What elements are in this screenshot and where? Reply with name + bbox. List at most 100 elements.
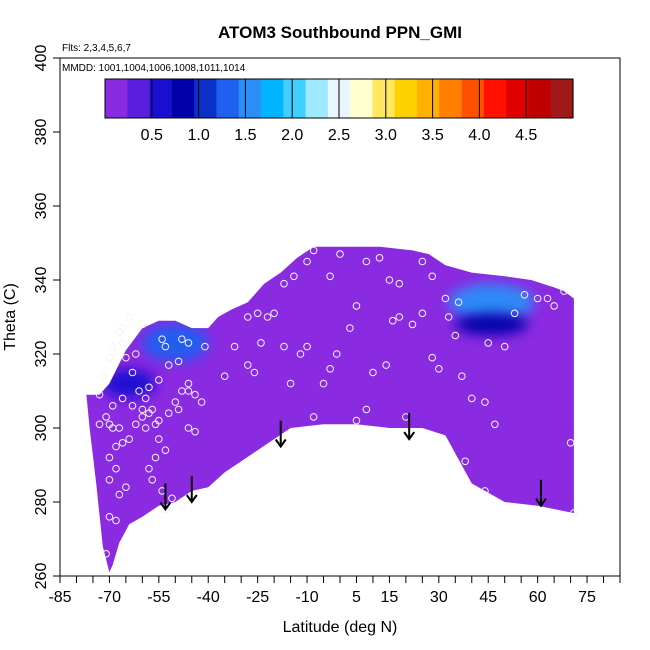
x-tick-label: -10 [295,589,318,606]
colorbar-segment [417,79,440,118]
flight-arrow [535,479,547,508]
contour-field [86,246,574,573]
y-tick-label: 360 [33,193,50,220]
sample-point [191,390,199,399]
y-tick-label: 280 [33,489,50,516]
colorbar-tick-label: 1.0 [187,127,209,144]
sample-point [118,324,127,332]
sample-point [309,413,318,421]
x-tick-label: 15 [381,589,399,606]
sample-point [125,435,133,443]
mmdd-note: MMDD: 1001,1004,1006,1008,1011,1014 [62,63,246,74]
field-anomaly-3 [455,313,528,336]
sample-point [280,342,288,351]
sample-point [168,494,176,503]
sample-point [550,302,558,310]
sample-point [118,339,127,347]
colorbar-segment [216,79,240,118]
sample-point [148,476,157,484]
colorbar-segment [483,79,507,118]
colorbar-segment [305,79,329,118]
sample-point [451,331,460,340]
colorbar-frame [104,78,574,119]
y-tick-label: 380 [33,119,50,146]
sample-point [184,379,193,388]
sample-point [118,439,127,447]
sample-point [382,361,390,369]
sample-point [178,501,186,510]
sample-point [138,405,147,414]
colorbar-segment [461,79,485,118]
sample-point [408,320,417,329]
sample-point [230,342,239,351]
sample-point [352,302,361,310]
sample-point [570,509,578,517]
sample-point [184,339,193,347]
sample-point [122,353,130,362]
sample-point [428,272,437,281]
sample-point [105,453,114,462]
colorbar-segment [127,79,151,118]
sample-point [435,365,443,373]
sample-point [388,316,397,325]
x-axis: -85 -70 -55 -40 -25 -10 5 15 30 45 60 75 [48,576,621,606]
sample-point [395,313,404,321]
sample-point [155,435,163,443]
colorbar-segment [350,79,374,118]
sample-point [520,291,529,299]
sample-point [108,402,117,410]
sample-point [458,372,466,381]
sample-point [112,442,120,451]
colorbar-segment [194,79,218,118]
colorbar-tick-label: 3.0 [375,127,397,144]
x-tick-label: -85 [48,589,71,606]
sample-point [128,402,137,410]
colorbar-segment [261,79,284,118]
sample-point [441,294,450,303]
sample-point [201,342,209,351]
sample-point [161,446,170,455]
sample-point [560,287,568,295]
sample-point [105,513,114,521]
y-tick-label: 320 [33,341,50,368]
sample-point [362,257,371,266]
sample-point [122,483,130,492]
sample-point [118,394,127,403]
sample-point [158,335,166,344]
chart-title: ATOM3 Southbound PPN_GMI [218,23,462,42]
sample-point [543,294,552,303]
sample-point [141,424,150,432]
colorbar-segment [372,79,396,118]
sample-point [332,350,341,358]
sample-point [346,324,354,332]
colorbar-segment [238,79,262,118]
x-tick-label: -40 [197,589,220,606]
sample-point [138,320,147,329]
sample-point [128,368,137,377]
sample-point [184,387,193,395]
sample-point [95,390,104,399]
sample-point [257,339,265,347]
sample-point [566,439,575,447]
sample-point [533,294,542,303]
sample-point [197,398,206,406]
sample-point [115,490,124,499]
sample-point [362,405,371,414]
sample-point [145,464,153,473]
sample-point [95,420,104,429]
y-tick-label: 260 [33,563,50,590]
flight-arrow [185,476,198,504]
y-tick-label: 400 [33,45,50,72]
sample-point [125,313,133,321]
flight-arrow [274,420,287,449]
sample-point [303,257,311,266]
x-tick-label: -70 [98,589,121,606]
sample-point [481,487,489,495]
sample-point [138,413,147,421]
sample-point [105,420,114,429]
sample-point [428,353,437,362]
sample-point [250,368,259,377]
sample-point [467,394,476,403]
sample-point [220,372,229,381]
sample-point [461,457,469,466]
